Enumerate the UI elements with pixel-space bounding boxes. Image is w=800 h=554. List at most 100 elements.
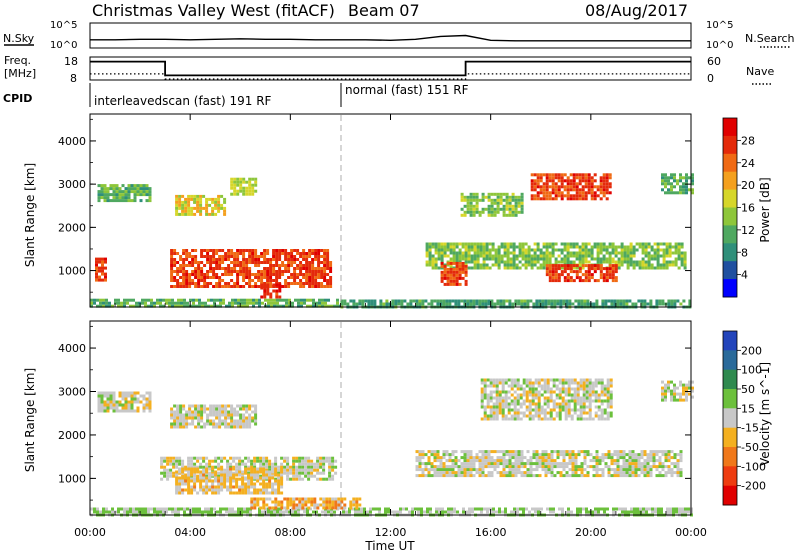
power-cell xyxy=(524,248,528,252)
power-cell xyxy=(443,276,447,280)
power-cell xyxy=(185,252,189,255)
power-cell xyxy=(97,199,101,203)
velocity-cell xyxy=(224,425,228,429)
power-cell xyxy=(191,279,195,282)
power-cell xyxy=(272,258,276,261)
power-cell xyxy=(452,270,456,274)
velocity-cell xyxy=(573,393,577,397)
velocity-cell xyxy=(579,378,583,382)
velocity-cell xyxy=(583,459,587,463)
power-cell xyxy=(484,195,488,199)
velocity-cell xyxy=(310,468,314,472)
velocity-cell xyxy=(487,462,491,466)
velocity-cell xyxy=(564,405,568,409)
velocity-cell xyxy=(112,409,116,413)
power-cell xyxy=(176,261,180,264)
velocity-cell xyxy=(502,468,506,472)
power-cell xyxy=(661,299,665,303)
velocity-cell xyxy=(649,456,653,460)
velocity-cell xyxy=(454,456,458,460)
power-cell xyxy=(227,252,231,255)
velocity-cell xyxy=(360,510,363,514)
velocity-cell xyxy=(259,470,263,474)
velocity-cell xyxy=(480,393,484,397)
velocity-cell xyxy=(250,459,254,463)
velocity-cell xyxy=(558,393,562,397)
power-cell xyxy=(566,245,570,249)
power-cell xyxy=(578,248,582,252)
velocity-cell xyxy=(196,459,200,463)
velocity-cell xyxy=(552,378,556,382)
velocity-cell xyxy=(637,453,641,457)
velocity-cell xyxy=(595,465,599,469)
velocity-cell xyxy=(160,456,164,460)
velocity-cell xyxy=(453,510,456,514)
power-cell xyxy=(683,257,687,261)
power-cell xyxy=(95,275,98,279)
velocity-cell xyxy=(298,471,302,475)
velocity-cell xyxy=(163,456,167,460)
power-cell xyxy=(499,207,503,211)
power-cell xyxy=(311,273,315,276)
velocity-cell xyxy=(454,450,458,454)
velocity-cell xyxy=(529,474,533,478)
power-cell xyxy=(311,258,315,261)
power-cell xyxy=(568,299,572,303)
power-cell xyxy=(685,185,688,189)
power-cell xyxy=(557,248,561,252)
velocity-cell xyxy=(142,409,146,413)
velocity-cell xyxy=(657,507,660,511)
velocity-cell xyxy=(483,378,487,382)
power-cell xyxy=(231,301,234,305)
velocity-cell xyxy=(218,416,222,420)
power-cell xyxy=(460,207,464,211)
velocity-cell xyxy=(283,471,287,475)
power-cell xyxy=(443,251,447,255)
power-cell xyxy=(324,304,327,308)
power-cell xyxy=(278,258,282,261)
velocity-cell xyxy=(505,474,509,478)
power-cell xyxy=(302,267,306,270)
power-cell xyxy=(296,252,300,255)
velocity-cell xyxy=(562,456,566,460)
power-cell xyxy=(182,264,186,267)
velocity-cell xyxy=(622,468,626,472)
power-cell xyxy=(515,245,519,249)
velocity-cell xyxy=(175,485,179,489)
velocity-cell xyxy=(523,462,527,466)
power-cell xyxy=(187,203,191,207)
velocity-cell xyxy=(250,500,254,504)
velocity-cell xyxy=(658,459,662,463)
power-cell xyxy=(133,187,137,191)
velocity-cell xyxy=(316,456,320,460)
velocity-cell xyxy=(430,468,434,472)
velocity-cell xyxy=(582,387,586,391)
velocity-cell xyxy=(487,474,491,478)
power-cell xyxy=(563,267,567,271)
velocity-cell xyxy=(209,422,213,426)
power-cell xyxy=(548,254,552,258)
power-cell xyxy=(514,195,518,199)
power-cell xyxy=(214,203,218,207)
power-cell xyxy=(114,298,117,302)
power-cell xyxy=(236,276,240,279)
power-cell xyxy=(659,254,663,258)
power-cell xyxy=(572,185,576,189)
power-cell xyxy=(452,276,456,280)
power-cell xyxy=(329,276,333,279)
power-cell xyxy=(602,188,606,192)
velocity-cell xyxy=(223,456,227,460)
velocity-cell xyxy=(501,396,505,400)
velocity-cell xyxy=(547,453,551,457)
velocity-cell xyxy=(178,456,182,460)
velocity-cell xyxy=(268,473,272,477)
velocity-cell xyxy=(254,416,258,420)
velocity-cell xyxy=(562,474,566,478)
velocity-cell xyxy=(142,397,146,401)
power-cell xyxy=(293,255,297,258)
power-cell xyxy=(565,299,569,303)
velocity-cell xyxy=(375,507,378,511)
velocity-cell xyxy=(206,413,210,417)
power-cell xyxy=(109,193,113,197)
velocity-cell xyxy=(100,397,104,401)
